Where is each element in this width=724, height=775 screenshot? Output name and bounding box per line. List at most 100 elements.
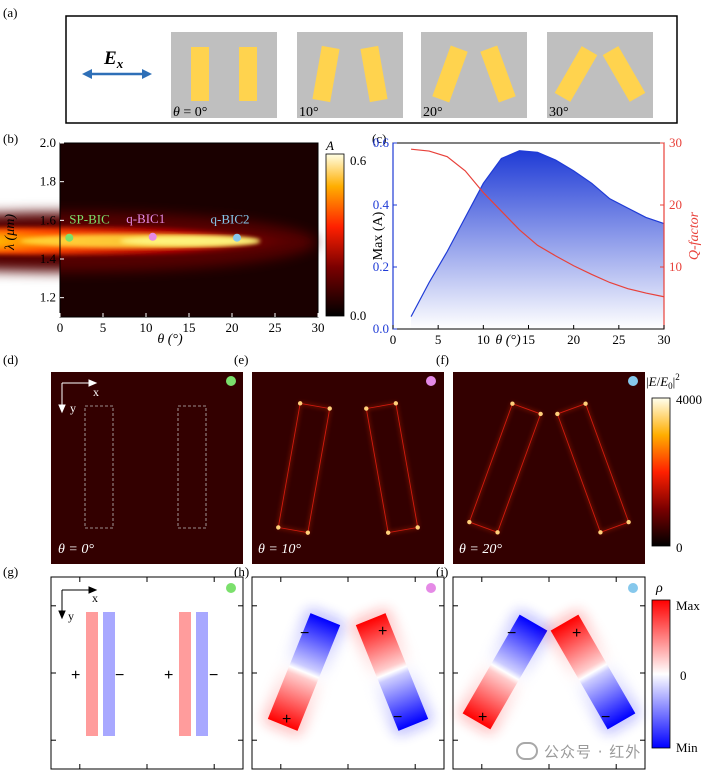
- heatmap-b-ylabel: λ (μm): [3, 214, 18, 251]
- c-xtick-2: 10: [477, 332, 490, 347]
- f-bars-hot-0-0: [510, 401, 515, 406]
- e-bars-edge-1: [365, 402, 419, 534]
- panel-label-e: (e): [234, 352, 248, 367]
- charge-map-h: [251, 576, 445, 770]
- chart-c-ylabel-right: Q-factor: [687, 211, 702, 260]
- charge-map-i: [452, 576, 646, 770]
- nanorod-1-1: [360, 45, 388, 103]
- field-map-e-label: θ = 10°: [258, 542, 301, 557]
- charge-map-i-minus-1: −: [507, 625, 516, 642]
- charge-map-h-minus-1: −: [300, 625, 309, 642]
- f-bars-hot-0-3: [495, 530, 500, 535]
- c-yrtick-2: 30: [669, 135, 682, 150]
- b-xtick-5: 25: [269, 320, 282, 335]
- e-bars-hot-1-3: [415, 525, 420, 530]
- unit-cell-0: [171, 32, 277, 118]
- nanorod-0-0: [191, 47, 209, 101]
- field-map-f-label: θ = 20°: [459, 542, 502, 557]
- panel-label-f: (f): [436, 352, 449, 367]
- charge-map-i-dot: [628, 583, 638, 593]
- b-ytick-1: 1.4: [40, 251, 57, 266]
- charge-map-g-dot: [226, 583, 236, 593]
- charge-map-g-minus-2: −: [209, 667, 218, 684]
- polarization-arrow-icon: [82, 69, 152, 79]
- c-area-maxA: [411, 150, 664, 329]
- charge-map-g-minus-1: −: [115, 667, 124, 684]
- heatmap-b-xlabel: θ (°): [157, 332, 183, 347]
- f-bars-hot-1-1: [583, 401, 588, 406]
- e-bars-hot-0-3: [305, 530, 311, 535]
- line-chart-c: 0 5 10 15 20 25 30 0.0 0.2 0.4 0.6 10 20 30: [373, 135, 682, 347]
- charge-map-i-plus-1: +: [478, 709, 487, 726]
- f-bars-rod-1: [555, 401, 631, 535]
- unit-cell-1: [297, 32, 403, 118]
- c-xtick-5: 25: [612, 332, 625, 347]
- b-xtick-3: 15: [183, 320, 196, 335]
- e-bars-hot-1-0: [364, 406, 369, 411]
- c-xtick-4: 20: [567, 332, 580, 347]
- colorbar-a: [325, 153, 345, 317]
- charge-map-g-axis-x: x: [92, 591, 98, 605]
- colorbar-rho-max: Max: [676, 598, 700, 613]
- b-ytick-2: 1.6: [40, 212, 57, 227]
- f-bars-hot-1-3: [626, 519, 631, 525]
- colorbar-a-min: 0.0: [350, 308, 366, 323]
- b-ytick-4: 2.0: [40, 135, 56, 150]
- nanorod-1-0: [312, 45, 340, 103]
- field-map-f: [453, 372, 645, 564]
- angle-label-1: 10°: [299, 105, 319, 120]
- c-yltick-3: 0.6: [373, 135, 390, 150]
- colorbar-e-label: |E/E0|2: [646, 372, 680, 391]
- b-marker-dot-0: [65, 233, 74, 242]
- b-marker-dot-1: [148, 232, 157, 241]
- panel-label-h: (h): [234, 564, 249, 579]
- colorbar-rho: [651, 599, 671, 749]
- panel-a-cells: θ = 0° 10° 20° 30°: [171, 32, 653, 120]
- charge-map-g-plus-1: +: [71, 667, 80, 684]
- b-ytick-3: 1.8: [40, 174, 56, 189]
- c-xtick-1: 5: [435, 332, 442, 347]
- b-xtick-0: 0: [57, 320, 64, 335]
- field-map-d: [51, 372, 243, 564]
- nanorod-3-1: [602, 46, 646, 102]
- colorbar-rho-min: Min: [676, 740, 698, 755]
- colorbar-a-max: 0.6: [350, 153, 367, 168]
- i-bars-body-0: [462, 614, 548, 730]
- field-map-d-label: θ = 0°: [58, 542, 94, 557]
- e-bars-rod-0: [276, 401, 332, 535]
- b-xtick-4: 20: [226, 320, 239, 335]
- e-bars-hot-0-1: [327, 406, 332, 411]
- c-line-qfactor: [411, 148, 665, 298]
- panel-label-i: (i): [436, 564, 448, 579]
- c-yrtick-0: 10: [669, 259, 682, 274]
- angle-label-0: θ = 0°: [173, 105, 207, 120]
- heatmap-b-axes: 0 5 10 15 20 25 30 1.2 1.4 1.6 1.8 2.0: [40, 135, 325, 335]
- b-xtick-1: 5: [100, 320, 107, 335]
- panel-label-b: (b): [3, 131, 18, 146]
- nanorod-2-1: [480, 45, 516, 103]
- field-map-e: [252, 372, 444, 564]
- h-bars-body-1: [355, 613, 429, 731]
- nanorod-3-0: [554, 46, 598, 102]
- wechat-icon: [516, 742, 538, 760]
- f-bars-hot-0-1: [538, 411, 543, 417]
- charge-map-i-minus-2: −: [601, 709, 610, 726]
- heatmap-b-markers: SP-BIC q-BIC1 q-BIC2: [65, 211, 250, 242]
- f-bars-hot-1-0: [555, 411, 560, 417]
- colorbar-e-min: 0: [676, 540, 683, 555]
- c-yltick-2: 0.4: [373, 197, 390, 212]
- panel-label-a: (a): [3, 5, 17, 20]
- c-yrtick-1: 20: [669, 197, 682, 212]
- e-bars-hot-0-2: [276, 525, 281, 530]
- polarization-label: Ex: [103, 48, 124, 71]
- e-bars-edge-0: [277, 402, 331, 534]
- b-marker-label-1: q-BIC1: [126, 211, 165, 226]
- charge-map-h-plus-1: +: [282, 711, 291, 728]
- h-bars-rod-0: [263, 608, 345, 736]
- field-map-f-dot: [628, 376, 638, 386]
- i-bars-rod-0: [458, 610, 552, 734]
- nanorod-2-0: [432, 45, 468, 103]
- h-bars-body-0: [267, 613, 341, 731]
- field-map-d-dot: [226, 376, 236, 386]
- f-bars-rod-0: [467, 401, 543, 535]
